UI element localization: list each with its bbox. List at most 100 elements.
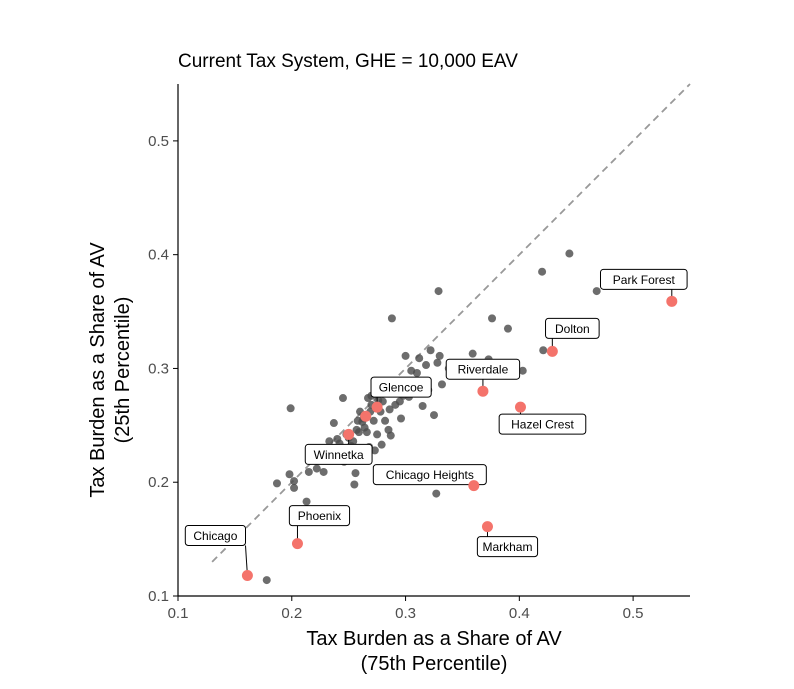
x-ticks: 0.1 0.2 0.3 0.4 0.5 — [168, 596, 644, 622]
data-point — [468, 349, 477, 358]
data-point — [369, 416, 378, 425]
annotation-label: Hazel Crest — [511, 418, 574, 432]
x-tick-label: 0.3 — [395, 605, 416, 622]
annotation-box — [288, 505, 351, 527]
y-tick-label: 0.4 — [148, 247, 169, 264]
annotation-box — [445, 358, 521, 380]
data-point — [338, 394, 347, 403]
annotation-label: Dolton — [555, 322, 590, 336]
highlighted-point — [371, 401, 383, 413]
annotation-box — [372, 464, 487, 486]
annotation-label: Chicago Heights — [386, 468, 474, 482]
data-point — [397, 414, 406, 423]
data-point — [386, 431, 395, 440]
highlighted-points — [241, 295, 678, 582]
annotation-box — [498, 413, 587, 435]
annotation-box — [370, 376, 432, 398]
data-point — [285, 470, 294, 479]
highlighted-point — [343, 428, 355, 440]
data-point — [437, 380, 446, 389]
data-point — [304, 467, 313, 476]
data-point — [387, 314, 396, 323]
annotation-box — [599, 268, 688, 290]
annotation-label: Phoenix — [298, 509, 341, 523]
x-tick-label: 0.2 — [281, 605, 302, 622]
annotations: Chicago Phoenix Winnetka Glencoe Riverdale Ch… — [184, 268, 688, 576]
data-point — [286, 404, 295, 413]
data-point — [518, 366, 527, 375]
annotation-label: Chicago — [193, 529, 237, 543]
data-point — [401, 351, 410, 360]
data-point — [302, 497, 311, 506]
data-point — [488, 314, 497, 323]
data-point — [325, 437, 334, 446]
x-tick-label: 0.1 — [168, 605, 189, 622]
data-point — [312, 464, 321, 473]
y-ticks: 0.1 0.2 0.3 0.4 0.5 — [148, 133, 178, 605]
data-point — [426, 346, 435, 355]
data-point — [290, 477, 299, 486]
annotation-box — [184, 525, 247, 547]
highlighted-point — [546, 345, 558, 357]
data-point — [503, 324, 512, 333]
x-axis-label-line2: (75th Percentile) — [361, 653, 508, 675]
data-point — [319, 467, 328, 476]
reference-line — [211, 83, 691, 563]
data-point — [329, 419, 338, 428]
x-tick-label: 0.5 — [623, 605, 644, 622]
annotation-box — [476, 536, 539, 558]
data-point — [435, 351, 444, 360]
highlighted-point — [477, 385, 489, 397]
highlighted-point — [468, 480, 480, 492]
data-point — [350, 480, 359, 489]
data-point — [354, 428, 363, 437]
highlighted-point — [514, 401, 526, 413]
data-point — [373, 430, 382, 439]
annotation-label: Riverdale — [458, 363, 509, 377]
data-point — [385, 405, 394, 414]
highlighted-point — [291, 538, 303, 550]
data-point — [422, 361, 431, 370]
data-point — [272, 479, 281, 488]
y-axis-label-line1: Tax Burden as a Share of AV — [87, 242, 109, 498]
annotation-label: Park Forest — [613, 273, 676, 287]
annotation-box — [304, 443, 373, 465]
highlighted-point — [360, 410, 372, 422]
data-point — [412, 368, 421, 377]
data-point — [262, 576, 271, 585]
data-point — [377, 440, 386, 449]
data-point — [434, 287, 443, 296]
annotation-label: Glencoe — [379, 381, 424, 395]
data-point — [415, 354, 424, 363]
annotation-label: Winnetka — [314, 448, 364, 462]
data-point — [381, 416, 390, 425]
data-point — [565, 249, 574, 258]
highlighted-point — [481, 521, 493, 533]
y-tick-label: 0.2 — [148, 474, 169, 491]
y-axis-label: Tax Burden as a Share of AV (25th Percen… — [87, 242, 134, 498]
data-point — [430, 411, 438, 420]
y-axis-label-line2: (25th Percentile) — [112, 297, 134, 444]
data-point — [351, 469, 360, 478]
annotation-box — [545, 317, 600, 339]
highlighted-point — [241, 570, 253, 582]
highlighted-point — [666, 295, 678, 307]
data-point — [538, 267, 547, 276]
x-axis-label-line1: Tax Burden as a Share of AV — [306, 628, 562, 650]
data-point — [290, 483, 299, 492]
data-point — [418, 401, 427, 410]
axes — [177, 84, 690, 597]
annotation-label: Markham — [482, 540, 532, 554]
data-point — [433, 358, 442, 367]
y-tick-label: 0.1 — [148, 588, 169, 605]
data-point — [432, 489, 441, 498]
chart-title: Current Tax System, GHE = 10,000 EAV — [178, 51, 518, 72]
reference-line-group — [211, 83, 691, 563]
y-tick-label: 0.5 — [148, 133, 169, 150]
data-point — [362, 428, 371, 437]
data-point — [592, 287, 601, 296]
data-point — [370, 446, 379, 455]
y-tick-label: 0.3 — [148, 360, 169, 377]
data-point — [539, 346, 548, 355]
